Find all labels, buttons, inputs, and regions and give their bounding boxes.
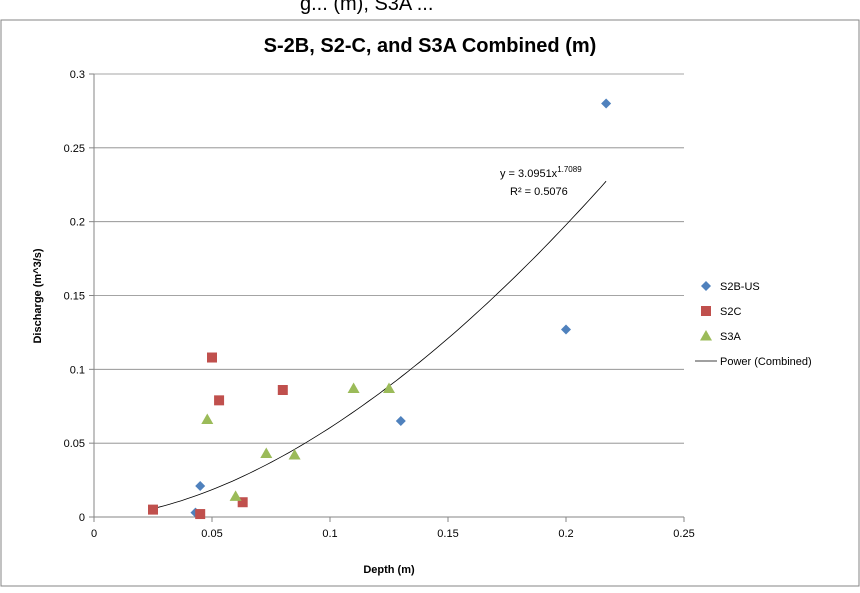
point-s2c (214, 395, 225, 406)
point-s3a (201, 413, 214, 425)
y-tick-label: 0.15 (64, 291, 85, 303)
legend-marker-s2b-us (701, 281, 711, 291)
trendline-power-combined (152, 180, 607, 509)
legend-label-trendline: Power (Combined) (720, 356, 812, 368)
point-s3a (288, 448, 301, 460)
y-tick-labels: 0 0.05 0.1 0.15 0.2 0.25 0.3 (64, 69, 85, 524)
trendline-equation-base: y = 3.0951x (500, 168, 558, 180)
legend-label-s2c: S2C (720, 306, 741, 318)
y-tick-label: 0.25 (64, 143, 85, 155)
x-tick-label: 0 (91, 528, 97, 540)
chart-area-border (0, 19, 860, 587)
point-s2c (237, 497, 248, 508)
trendline-equation: y = 3.0951x1.7089 (500, 165, 582, 180)
x-tick-label: 0.2 (558, 528, 573, 540)
y-tick-label: 0.3 (70, 69, 85, 81)
point-s3a (260, 447, 273, 459)
legend-label-s2b-us: S2B-US (720, 281, 760, 293)
axes (89, 73, 685, 522)
x-tick-labels: 0 0.05 0.1 0.15 0.2 0.25 (91, 528, 695, 540)
x-axis-label: Depth (m) (363, 564, 415, 576)
x-tick-label: 0.15 (437, 528, 458, 540)
legend-marker-s2c (701, 306, 711, 316)
y-tick-label: 0.05 (64, 438, 85, 450)
x-tick-label: 0.05 (201, 528, 222, 540)
x-tick-label: 0.1 (322, 528, 337, 540)
point-s2b-us (601, 98, 612, 109)
legend-marker-s3a (700, 330, 712, 341)
point-s2b-us (561, 324, 571, 335)
point-s2b-us (195, 480, 206, 491)
point-s2c (195, 509, 206, 520)
y-tick-label: 0.1 (70, 364, 85, 376)
trendline-r-squared: R² = 0.5076 (510, 186, 568, 198)
point-s2c (277, 385, 288, 396)
data-points (148, 98, 612, 520)
x-tick-label: 0.25 (673, 528, 694, 540)
point-s2c (207, 352, 217, 363)
y-tick-label: 0 (79, 512, 85, 524)
page-header-fragment: g... (m), S3A ... (300, 0, 433, 15)
chart-title: S-2B, S2-C, and S3A Combined (m) (264, 35, 597, 57)
point-s3a (229, 490, 242, 501)
legend-label-s3a: S3A (720, 331, 741, 343)
y-axis-label: Discharge (m^3/s) (32, 248, 44, 343)
point-s2c (148, 504, 158, 515)
point-s2b-us (395, 416, 406, 427)
y-tick-label: 0.2 (70, 217, 85, 229)
point-s3a (383, 382, 395, 394)
legend: S2B-US S2C S3A Power (Combined) (695, 281, 812, 368)
point-s3a (347, 382, 360, 394)
trendline-equation-exponent: 1.7089 (557, 165, 582, 174)
grid-lines (94, 73, 684, 444)
